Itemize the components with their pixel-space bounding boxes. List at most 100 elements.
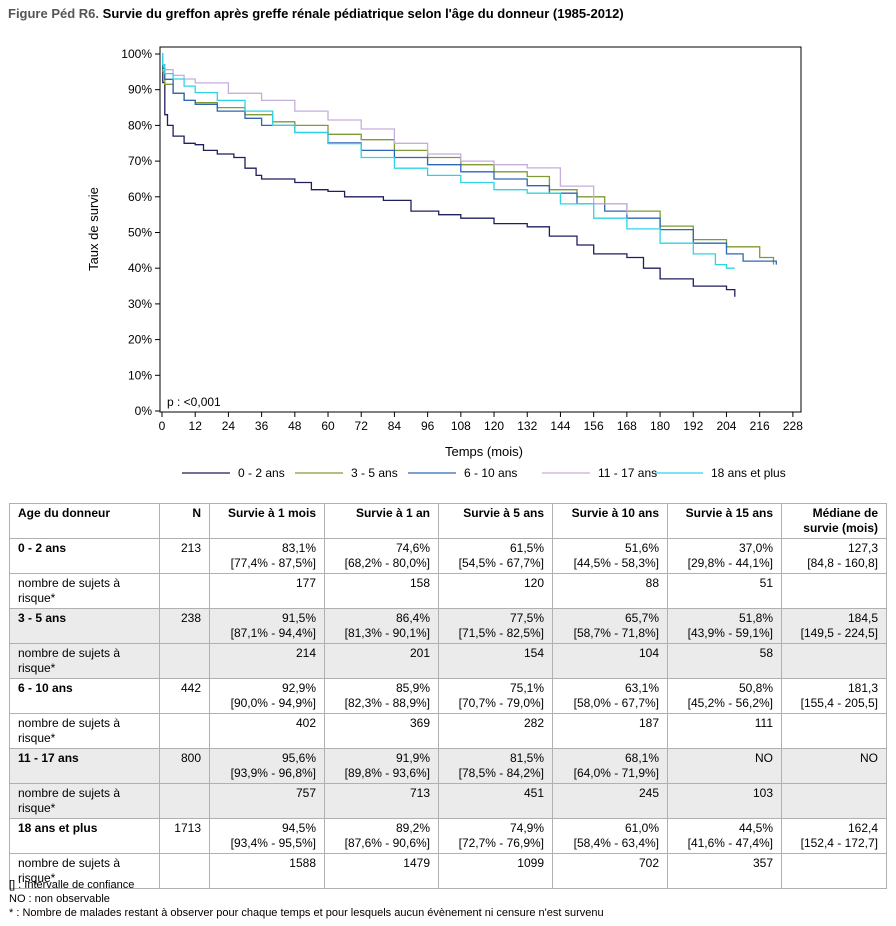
x-tick-label: 0 (159, 419, 166, 433)
confidence-interval: [68,2% - 80,0%] (344, 556, 430, 570)
y-tick-label: 10% (128, 368, 152, 382)
survival-cell: 51,8% [43,9% - 59,1%] (667, 608, 782, 644)
x-tick-label: 120 (484, 419, 504, 433)
survival-cell: 81,5% [78,5% - 84,2%] (438, 748, 553, 784)
survival-value: NO (860, 751, 878, 765)
survival-cell: 85,9% [82,3% - 88,9%] (324, 678, 439, 714)
risk-count: 1588 (209, 853, 325, 889)
survival-value: 51,8% (738, 611, 773, 625)
risk-label: nombre de sujets à risque* (9, 573, 160, 609)
x-tick-label: 156 (584, 419, 604, 433)
survival-value: 94,5% (281, 821, 316, 835)
survival-value: 77,5% (509, 611, 544, 625)
x-tick-label: 96 (421, 419, 435, 433)
survival-value: 63,1% (624, 681, 659, 695)
x-tick-label: 12 (189, 419, 203, 433)
survival-value: 65,7% (624, 611, 659, 625)
p-value-annotation: p : <0,001 (167, 395, 221, 409)
group-n: 213 (159, 538, 210, 574)
group-label: 3 - 5 ans (9, 608, 160, 644)
survival-cell: 184,5 [149,5 - 224,5] (781, 608, 887, 644)
legend-label: 11 - 17 ans (598, 466, 657, 480)
legend-item: 18 ans et plus (655, 466, 786, 480)
x-tick-label: 60 (321, 419, 335, 433)
group-n: 238 (159, 608, 210, 644)
footnote-risk: * : Nombre de malades restant à observer… (9, 907, 604, 919)
y-tick-label: 40% (128, 261, 152, 275)
confidence-interval: [78,5% - 84,2%] (458, 766, 544, 780)
survival-cell: 95,6% [93,9% - 96,8%] (209, 748, 325, 784)
risk-count: 120 (438, 573, 553, 609)
confidence-interval: [43,9% - 59,1%] (687, 626, 773, 640)
table-row-risk: nombre de sujets à risque* 402 369 282 187 11… (9, 713, 887, 749)
footnote-ci: [] : Intervalle de confiance (9, 879, 135, 891)
confidence-interval: [77,4% - 87,5%] (230, 556, 316, 570)
x-tick-label: 48 (288, 419, 302, 433)
risk-count (781, 853, 887, 889)
risk-count: 88 (552, 573, 668, 609)
table-body: 0 - 2 ans 213 83,1% [77,4% - 87,5%] 74,6% [68… (9, 538, 887, 889)
column-header: Survie à 1 mois (209, 503, 325, 539)
risk-count: 245 (552, 783, 668, 819)
column-header: Age du donneur (9, 503, 160, 539)
survival-cell: 75,1% [70,7% - 79,0%] (438, 678, 553, 714)
figure-title-text: Survie du greffon après greffe rénale pé… (102, 6, 624, 21)
column-header: Survie à 15 ans (667, 503, 782, 539)
survival-value: 37,0% (738, 541, 773, 555)
group-label: 18 ans et plus (9, 818, 160, 854)
risk-label: nombre de sujets à risque* (9, 713, 160, 749)
table-row-risk: nombre de sujets à risque* 1588 1479 1099 70… (9, 853, 887, 889)
confidence-interval: [152,4 - 172,7] (800, 836, 878, 850)
risk-count (781, 783, 887, 819)
y-tick-label: 90% (128, 83, 152, 97)
figure-title-prefix: Figure Péd R6. (8, 6, 100, 21)
confidence-interval: [29,8% - 44,1%] (687, 556, 773, 570)
table-row-group: 11 - 17 ans 800 95,6% [93,9% - 96,8%] 91,9%[… (9, 748, 887, 784)
risk-count (781, 643, 887, 679)
series-line-6-10-ans (162, 53, 777, 265)
y-tick-label: 50% (128, 226, 152, 240)
survival-cell: 181,3 [155,4 - 205,5] (781, 678, 887, 714)
table-header-row: Age du donneur N Survie à 1 mois Survie à 1… (9, 503, 887, 539)
risk-count: 104 (552, 643, 668, 679)
confidence-interval: [81,3% - 90,1%] (344, 626, 430, 640)
survival-cell: 162,4 [152,4 - 172,7] (781, 818, 887, 854)
risk-count: 158 (324, 573, 439, 609)
x-tick-label: 180 (650, 419, 670, 433)
confidence-interval: [84,8 - 160,8] (807, 556, 878, 570)
survival-value: 83,1% (281, 541, 316, 555)
table-row-risk: nombre de sujets à risque* 177 158 120 88 51 (9, 573, 887, 609)
survival-cell: 51,6% [44,5% - 58,3%] (552, 538, 668, 574)
survival-value: 127,3 (847, 541, 878, 555)
y-tick-label: 100% (121, 47, 152, 61)
column-header: Survie à 5 ans (438, 503, 553, 539)
survival-cell: 63,1% [58,0% - 67,7%] (552, 678, 668, 714)
legend-item: 6 - 10 ans (408, 466, 517, 480)
survival-cell: 83,1% [77,4% - 87,5%] (209, 538, 325, 574)
table-row-group: 18 ans et plus 1713 94,5% [93,4% - 95,5%] 89… (9, 818, 887, 854)
series-line-0-2-ans (162, 53, 736, 297)
x-tick-label: 36 (255, 419, 269, 433)
survival-cell: NO (781, 748, 887, 784)
survival-cell: 37,0% [29,8% - 44,1%] (667, 538, 782, 574)
confidence-interval: [45,2% - 56,2%] (687, 696, 773, 710)
y-tick-label: 30% (128, 297, 152, 311)
survival-value: 91,5% (281, 611, 316, 625)
risk-empty (159, 713, 210, 749)
confidence-interval: [82,3% - 88,9%] (344, 696, 430, 710)
x-axis: 0 12 24 36 48 60 72 84 96 108 120 132 144 156 168 180 19… (159, 412, 803, 433)
survival-cell: 92,9% [90,0% - 94,9%] (209, 678, 325, 714)
legend-label: 6 - 10 ans (464, 466, 517, 480)
x-tick-label: 132 (517, 419, 537, 433)
risk-count: 702 (552, 853, 668, 889)
survival-cell: 65,7% [58,7% - 71,8%] (552, 608, 668, 644)
legend-item: 3 - 5 ans (295, 466, 398, 480)
survival-value: 50,8% (738, 681, 773, 695)
risk-count: 177 (209, 573, 325, 609)
confidence-interval: [87,1% - 94,4%] (230, 626, 316, 640)
table-row-risk: nombre de sujets à risque* 214 201 154 104 58 (9, 643, 887, 679)
risk-count: 187 (552, 713, 668, 749)
survival-cell: 74,9% [72,7% - 76,9%] (438, 818, 553, 854)
risk-count: 201 (324, 643, 439, 679)
x-tick-label: 204 (716, 419, 736, 433)
